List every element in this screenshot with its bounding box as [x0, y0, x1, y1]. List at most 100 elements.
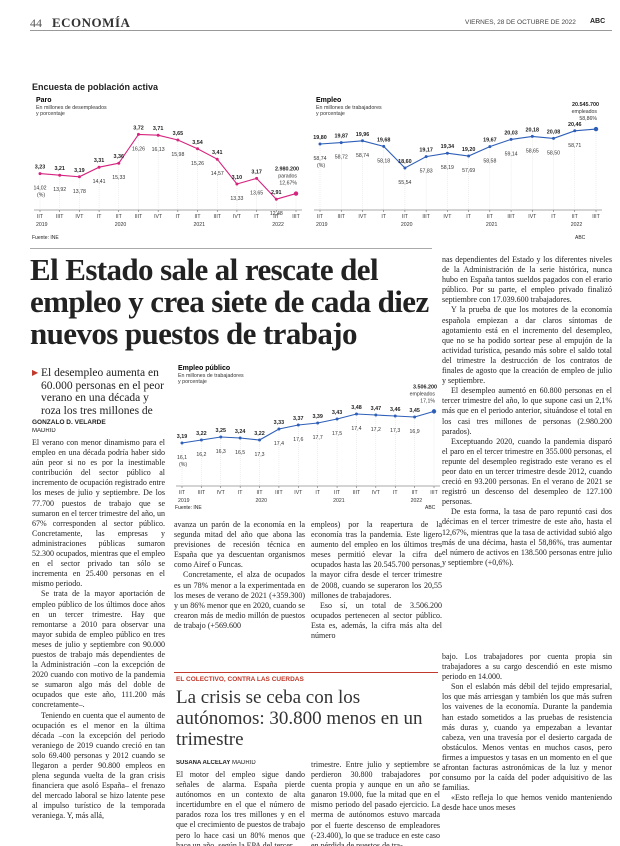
rate-label: 14,41 — [93, 179, 106, 185]
x-tick-label: IIIT — [422, 214, 430, 220]
point — [403, 166, 407, 170]
x-tick-label: IVT — [528, 214, 537, 220]
point — [573, 129, 577, 133]
point — [97, 165, 101, 169]
rate-label: 57,69 — [462, 168, 475, 174]
x-tick-label: IT — [97, 214, 102, 220]
x-tick-label: IVT — [294, 490, 303, 496]
value-label: 20.545.700 — [572, 102, 599, 108]
rate-label: 58,74 — [314, 156, 327, 162]
sidebar-byline: SUSANA ALCELAY MADRID — [176, 760, 256, 766]
year-label: 2022 — [571, 222, 583, 228]
rate-label: 55,54 — [398, 180, 411, 186]
value-label: 20,03 — [504, 130, 518, 136]
rate-label: 14,57 — [211, 171, 224, 177]
bullet: ▶ — [32, 368, 39, 377]
rule — [30, 248, 432, 249]
value-label: 3,54 — [192, 140, 203, 146]
point — [176, 138, 180, 142]
point — [360, 139, 364, 143]
paragraph: bajo. Los trabajadores por cuenta propia… — [442, 652, 612, 682]
point — [255, 176, 259, 180]
point — [467, 154, 471, 158]
value-label: 3,17 — [251, 169, 262, 175]
point — [238, 436, 242, 440]
rate-label: 17,4 — [274, 441, 284, 447]
x-tick-label: IIIT — [292, 214, 300, 220]
paragraph: El motor del empleo sigue dando señales … — [176, 770, 305, 846]
page-number: 44 — [30, 16, 42, 30]
value-label: 18,60 — [398, 159, 412, 165]
rate-label: 15,26 — [191, 161, 204, 167]
point — [318, 142, 322, 146]
final-note: parados — [278, 174, 297, 180]
rate-label: 17,5 — [332, 431, 342, 437]
point — [593, 126, 599, 132]
year-label: 2020 — [115, 222, 127, 228]
point — [354, 412, 358, 416]
paragraph: Y la prueba de que los motores de la eco… — [442, 305, 612, 386]
x-tick-label: IIIT — [213, 214, 221, 220]
year-label: 2021 — [486, 222, 498, 228]
x-tick-label: IIT — [334, 490, 341, 496]
value-label: 2.980.200 — [275, 167, 299, 173]
rate-note: (%) — [37, 193, 45, 199]
rate-label: 17,6 — [293, 437, 303, 443]
value-label: 3,37 — [293, 416, 304, 422]
rate-label: 16,3 — [216, 449, 226, 455]
x-tick-label: IVT — [443, 214, 452, 220]
paragraph: Exceptuando 2020, cuando la pandemia dis… — [442, 436, 612, 507]
x-tick-label: IIIT — [198, 490, 206, 496]
value-label: 19,20 — [462, 147, 476, 153]
point — [196, 147, 200, 151]
credit: ABC — [425, 505, 436, 511]
rate-label: 12,67% — [279, 181, 297, 187]
x-tick-label: IIT — [273, 214, 280, 220]
section: ECONOMÍA — [52, 15, 131, 30]
point — [215, 157, 219, 161]
rate-label: 58,72 — [335, 155, 348, 161]
year-label: 2020 — [401, 222, 413, 228]
value-label: 19,87 — [334, 134, 348, 140]
year-label: 2019 — [316, 222, 328, 228]
x-tick-label: IIT — [195, 214, 202, 220]
point — [293, 191, 299, 196]
rate-label: 58,71 — [568, 143, 581, 149]
article-col: El verano con menor dinamismo para el em… — [32, 438, 165, 846]
value-label: 20,18 — [526, 127, 540, 133]
x-tick-label: IIT — [37, 214, 44, 220]
rate-note: (%) — [317, 163, 325, 169]
point — [156, 133, 160, 137]
point — [274, 197, 278, 201]
x-tick-label: IT — [551, 214, 556, 220]
x-tick-label: IT — [254, 214, 259, 220]
x-tick-label: IVT — [358, 214, 367, 220]
rate-label: 16,5 — [235, 450, 245, 456]
rate-label: 58,65 — [526, 148, 539, 154]
rate-label: 14,02 — [34, 186, 47, 192]
rate-label: 58,86% — [579, 116, 597, 122]
x-tick-label: IT — [466, 214, 471, 220]
value-label: 19,17 — [419, 148, 433, 154]
paragraph: Eso sí, un total de 3.506.200 ocupados p… — [311, 600, 442, 641]
value-label: 19,34 — [441, 144, 455, 150]
x-tick-label: IIIT — [56, 214, 64, 220]
x-tick-label: IVT — [75, 214, 84, 220]
point — [38, 172, 42, 176]
credit: ABC — [575, 235, 586, 241]
rate-label: 13,65 — [250, 190, 263, 196]
year-label: 2022 — [272, 222, 284, 228]
rate-label: 58,18 — [377, 158, 390, 164]
value-label: 3,46 — [390, 407, 401, 413]
point — [382, 144, 386, 148]
paragraph: El desempleo aumentó en 60.800 personas … — [442, 386, 612, 436]
year-label: 2021 — [333, 498, 345, 504]
x-tick-label: IIT — [116, 214, 123, 220]
x-tick-label: IT — [315, 490, 320, 496]
rate-label: 16,26 — [132, 146, 145, 152]
point — [445, 151, 449, 155]
x-tick-label: IT — [393, 490, 398, 496]
x-tick-label: IVT — [233, 214, 242, 220]
